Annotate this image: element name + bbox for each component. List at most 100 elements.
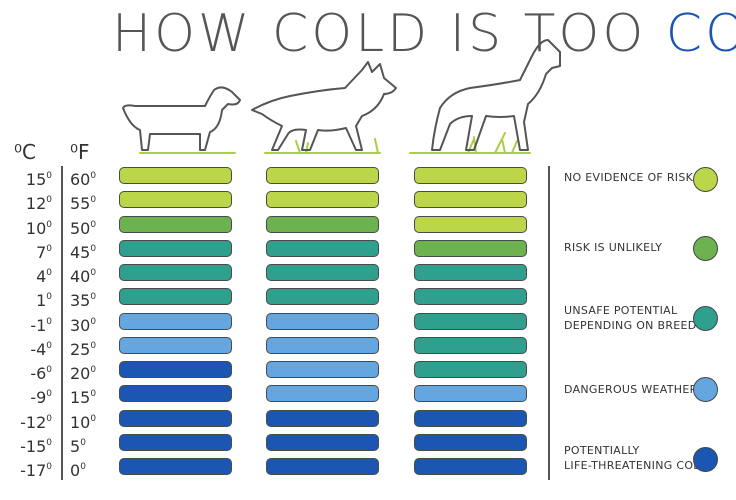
risk-bar — [119, 409, 232, 427]
risk-bar — [266, 458, 379, 475]
celsius-label: 70 — [36, 242, 52, 262]
fahrenheit-value: 30 — [70, 315, 91, 335]
dog-illustrations — [122, 39, 561, 154]
celsius-label: -10 — [30, 315, 52, 335]
risk-bar — [119, 191, 232, 209]
medium-dog-icon — [251, 61, 397, 151]
fahrenheit-value: 5 — [70, 436, 81, 456]
risk-bar — [414, 264, 527, 281]
risk-bar — [119, 336, 232, 354]
risk-bar — [266, 312, 379, 330]
legend-swatch — [693, 447, 718, 472]
title-highlight: COLD — [665, 4, 736, 64]
risk-bar — [414, 361, 527, 378]
fahrenheit-value: 60 — [70, 170, 91, 189]
fahrenheit-label: 50 — [70, 436, 86, 456]
celsius-value: 7 — [36, 242, 47, 262]
fahrenheit-label: 450 — [70, 242, 97, 262]
risk-bar — [266, 239, 379, 257]
risk-bar — [414, 458, 527, 475]
fahrenheit-label: 600 — [70, 170, 97, 189]
legend-label: POTENTIALLY LIFE-THREATENING COLD — [564, 444, 709, 472]
risk-bar — [119, 312, 232, 330]
risk-bar — [414, 409, 527, 427]
celsius-header: ⁰C — [14, 140, 36, 164]
fahrenheit-label: 00 — [70, 461, 86, 480]
fahrenheit-label: 350 — [70, 291, 97, 311]
celsius-value: 4 — [36, 267, 47, 286]
risk-bar — [119, 239, 232, 257]
fahrenheit-value: 25 — [70, 339, 91, 359]
fahrenheit-value: 0 — [70, 461, 81, 480]
risk-bar — [119, 361, 232, 378]
fahrenheit-label: 100 — [70, 412, 97, 432]
fahrenheit-value: 50 — [70, 218, 91, 238]
celsius-value: 10 — [25, 218, 47, 238]
fahrenheit-value: 40 — [70, 267, 91, 286]
fahrenheit-label: 400 — [70, 267, 97, 286]
risk-bar — [266, 385, 379, 403]
legend-swatch — [693, 236, 718, 261]
legend-swatch — [693, 167, 718, 192]
risk-bar — [266, 215, 379, 233]
celsius-label: 100 — [25, 218, 52, 238]
legend-label: UNSAFE POTENTIAL DEPENDING ON BREED — [564, 304, 697, 332]
legend-divider — [548, 166, 550, 480]
celsius-label: 10 — [36, 291, 52, 311]
scale-divider — [61, 166, 63, 480]
risk-bar — [414, 239, 527, 257]
celsius-label: 120 — [25, 194, 52, 214]
risk-bar — [414, 288, 527, 306]
celsius-value: -15 — [20, 436, 47, 456]
risk-bar — [119, 167, 232, 184]
celsius-value: -1 — [30, 315, 47, 335]
small-dog-icon — [122, 86, 241, 151]
fahrenheit-label: 150 — [70, 388, 97, 408]
fahrenheit-value: 45 — [70, 242, 91, 262]
large-dog-icon — [431, 39, 561, 151]
fahrenheit-label: 500 — [70, 218, 97, 238]
risk-bar — [414, 385, 527, 403]
legend-swatch — [693, 377, 718, 402]
risk-bar — [414, 215, 527, 233]
risk-bar — [119, 458, 232, 475]
risk-bar — [266, 336, 379, 354]
celsius-label: -150 — [20, 436, 52, 456]
risk-bar — [119, 215, 232, 233]
risk-bar — [119, 288, 232, 306]
celsius-label: -40 — [30, 339, 52, 359]
legend-label: NO EVIDENCE OF RISK — [564, 171, 694, 184]
legend-swatch — [693, 306, 718, 331]
title-text: HOW COLD IS TOO — [112, 4, 666, 64]
risk-bar — [266, 361, 379, 378]
grass-line — [139, 132, 531, 154]
risk-bar — [414, 433, 527, 451]
celsius-value: -4 — [30, 339, 47, 359]
celsius-label: 40 — [36, 267, 52, 286]
fahrenheit-label: 300 — [70, 315, 97, 335]
fahrenheit-value: 20 — [70, 364, 91, 383]
celsius-label: -170 — [20, 461, 52, 480]
celsius-label: 150 — [25, 170, 52, 189]
fahrenheit-header: ⁰F — [70, 140, 90, 164]
risk-bar — [414, 336, 527, 354]
risk-bar — [414, 312, 527, 330]
risk-bar — [266, 409, 379, 427]
celsius-value: 12 — [25, 194, 47, 214]
risk-bar — [266, 191, 379, 209]
fahrenheit-value: 15 — [70, 388, 91, 408]
risk-bar — [414, 191, 527, 209]
fahrenheit-value: 55 — [70, 194, 91, 214]
risk-bar — [119, 264, 232, 281]
fahrenheit-value: 35 — [70, 291, 91, 311]
risk-bar — [266, 264, 379, 281]
celsius-label: -90 — [30, 388, 52, 408]
risk-bar — [414, 167, 527, 184]
celsius-value: -12 — [20, 412, 47, 432]
celsius-value: -9 — [30, 388, 47, 408]
page-title: HOW COLD IS TOO COLD? — [112, 4, 736, 64]
risk-bar — [266, 433, 379, 451]
celsius-value: -6 — [30, 364, 47, 383]
celsius-label: -120 — [20, 412, 52, 432]
